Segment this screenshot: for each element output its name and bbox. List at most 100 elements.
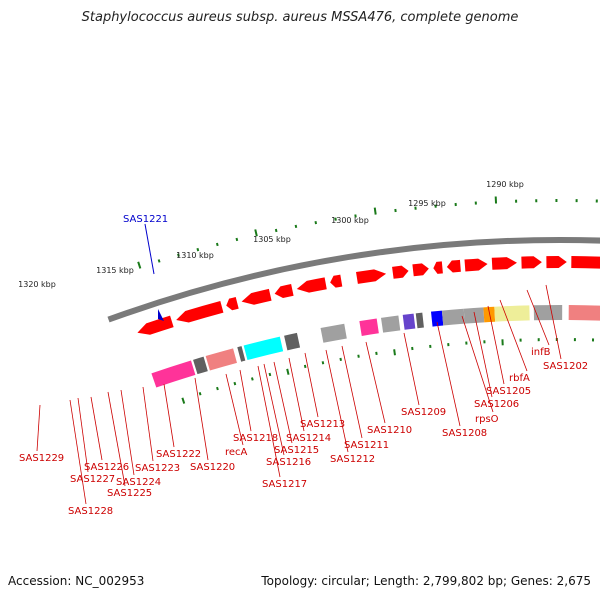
scale-ticks-outer <box>137 196 598 269</box>
label-leader <box>263 363 285 456</box>
gene-feature[interactable] <box>241 288 272 305</box>
gene-feature[interactable] <box>464 258 488 272</box>
gene-feature[interactable] <box>330 274 343 288</box>
gene-label[interactable]: infB <box>531 347 551 358</box>
gene-label[interactable]: SAS1222 <box>156 449 201 460</box>
scale-tick <box>274 228 278 233</box>
cog-feature[interactable] <box>494 305 530 322</box>
gene-feature[interactable] <box>137 315 174 335</box>
cog-feature[interactable] <box>243 336 284 361</box>
label-leader <box>341 345 363 439</box>
scale-tick <box>393 349 396 356</box>
gene-label[interactable]: SAS1218 <box>233 433 278 444</box>
gene-label[interactable]: SAS1210 <box>367 425 412 436</box>
cog-feature[interactable] <box>430 310 444 327</box>
scale-label: 1295 kbp <box>408 199 446 208</box>
gene-label[interactable]: SAS1206 <box>474 399 519 410</box>
cog-feature[interactable] <box>151 360 196 388</box>
cog-feature[interactable] <box>402 313 416 330</box>
cog-feature[interactable] <box>193 356 208 375</box>
scale-tick <box>314 220 318 225</box>
gene-label[interactable]: SAS1215 <box>274 445 319 456</box>
cog-feature[interactable] <box>463 307 485 324</box>
scale-tick <box>137 261 142 269</box>
gene-feature[interactable] <box>546 256 567 269</box>
scale-tick <box>286 368 290 375</box>
highlight-marker[interactable] <box>158 309 164 321</box>
gene-label[interactable]: SAS1216 <box>266 457 311 468</box>
scale-tick <box>215 242 219 247</box>
highlighted-gene[interactable]: SAS1221 <box>123 214 168 321</box>
scale-tick <box>339 357 342 362</box>
gene-label[interactable]: recA <box>225 447 248 458</box>
cog-feature[interactable] <box>359 318 379 336</box>
gene-feature[interactable] <box>356 269 387 284</box>
gene-labels: SAS1229SAS1228SAS1227SAS1226SAS1225SAS12… <box>19 347 588 517</box>
gene-label[interactable]: SAS1227 <box>70 474 115 485</box>
gene-feature[interactable] <box>296 277 327 293</box>
label-leader <box>365 341 386 424</box>
cog-feature[interactable] <box>483 306 496 323</box>
cog-feature[interactable] <box>533 305 563 321</box>
backbone-arc <box>107 237 600 323</box>
cog-feature[interactable] <box>320 323 347 343</box>
gene-label[interactable]: SAS1225 <box>107 488 152 499</box>
label-leader <box>499 299 528 372</box>
label-leader <box>288 357 305 432</box>
gene-label[interactable]: SAS1224 <box>116 477 161 488</box>
cog-feature[interactable] <box>205 348 237 371</box>
scale-tick <box>303 364 307 369</box>
gene-feature[interactable] <box>433 261 443 274</box>
gene-feature[interactable] <box>226 296 239 311</box>
cog-feature[interactable] <box>415 312 424 329</box>
gene-label[interactable]: SAS1205 <box>486 386 531 397</box>
gene-label[interactable]: SAS1214 <box>286 433 331 444</box>
label-leader <box>142 386 154 462</box>
gene-label[interactable]: SAS1229 <box>19 453 64 464</box>
highlight-label: SAS1221 <box>123 214 168 225</box>
cog-feature[interactable] <box>284 332 301 351</box>
gene-feature[interactable] <box>446 259 461 273</box>
cog-feature[interactable] <box>568 305 600 321</box>
scale-label: 1320 kbp <box>18 280 56 289</box>
gene-feature[interactable] <box>571 256 600 269</box>
scale-tick <box>235 237 239 242</box>
scale-tick <box>157 259 161 263</box>
gene-label[interactable]: SAS1217 <box>262 479 307 490</box>
gene-feature[interactable] <box>274 284 294 299</box>
gene-label[interactable]: SAS1220 <box>190 462 235 473</box>
gene-feature[interactable] <box>176 301 224 323</box>
gene-label[interactable]: SAS1223 <box>135 463 180 474</box>
gene-label[interactable]: SAS1228 <box>68 506 113 517</box>
gene-feature[interactable] <box>491 257 517 270</box>
gene-label[interactable]: SAS1209 <box>401 407 446 418</box>
label-leader <box>163 383 175 448</box>
cog-feature[interactable] <box>237 346 246 362</box>
gene-feature[interactable] <box>521 256 542 269</box>
gene-label[interactable]: SAS1213 <box>300 419 345 430</box>
gene-label[interactable]: SAS1212 <box>330 454 375 465</box>
gene-feature[interactable] <box>392 265 409 279</box>
scale-label: 1290 kbp <box>486 180 524 189</box>
gene-label[interactable]: SAS1202 <box>543 361 588 372</box>
label-leader <box>403 332 420 406</box>
label-leader <box>545 284 562 360</box>
label-leader <box>461 315 494 413</box>
scale-tick <box>251 377 254 381</box>
cog-feature[interactable] <box>441 308 465 326</box>
scale-tick <box>198 392 202 396</box>
label-leader <box>473 311 493 398</box>
label-leader <box>69 399 87 505</box>
gene-feature[interactable] <box>412 263 429 277</box>
gene-label[interactable]: SAS1208 <box>442 428 487 439</box>
gene-label[interactable]: SAS1226 <box>84 462 129 473</box>
scale-tick <box>321 361 325 365</box>
cog-feature[interactable] <box>381 315 401 333</box>
gene-label[interactable]: SAS1211 <box>344 440 389 451</box>
label-leader <box>273 361 293 444</box>
gene-label[interactable]: rpsO <box>475 414 499 425</box>
genome-backbone <box>107 237 600 323</box>
gene-label[interactable]: rbfA <box>509 373 530 384</box>
label-leader <box>239 369 252 432</box>
label-leader <box>77 397 89 473</box>
